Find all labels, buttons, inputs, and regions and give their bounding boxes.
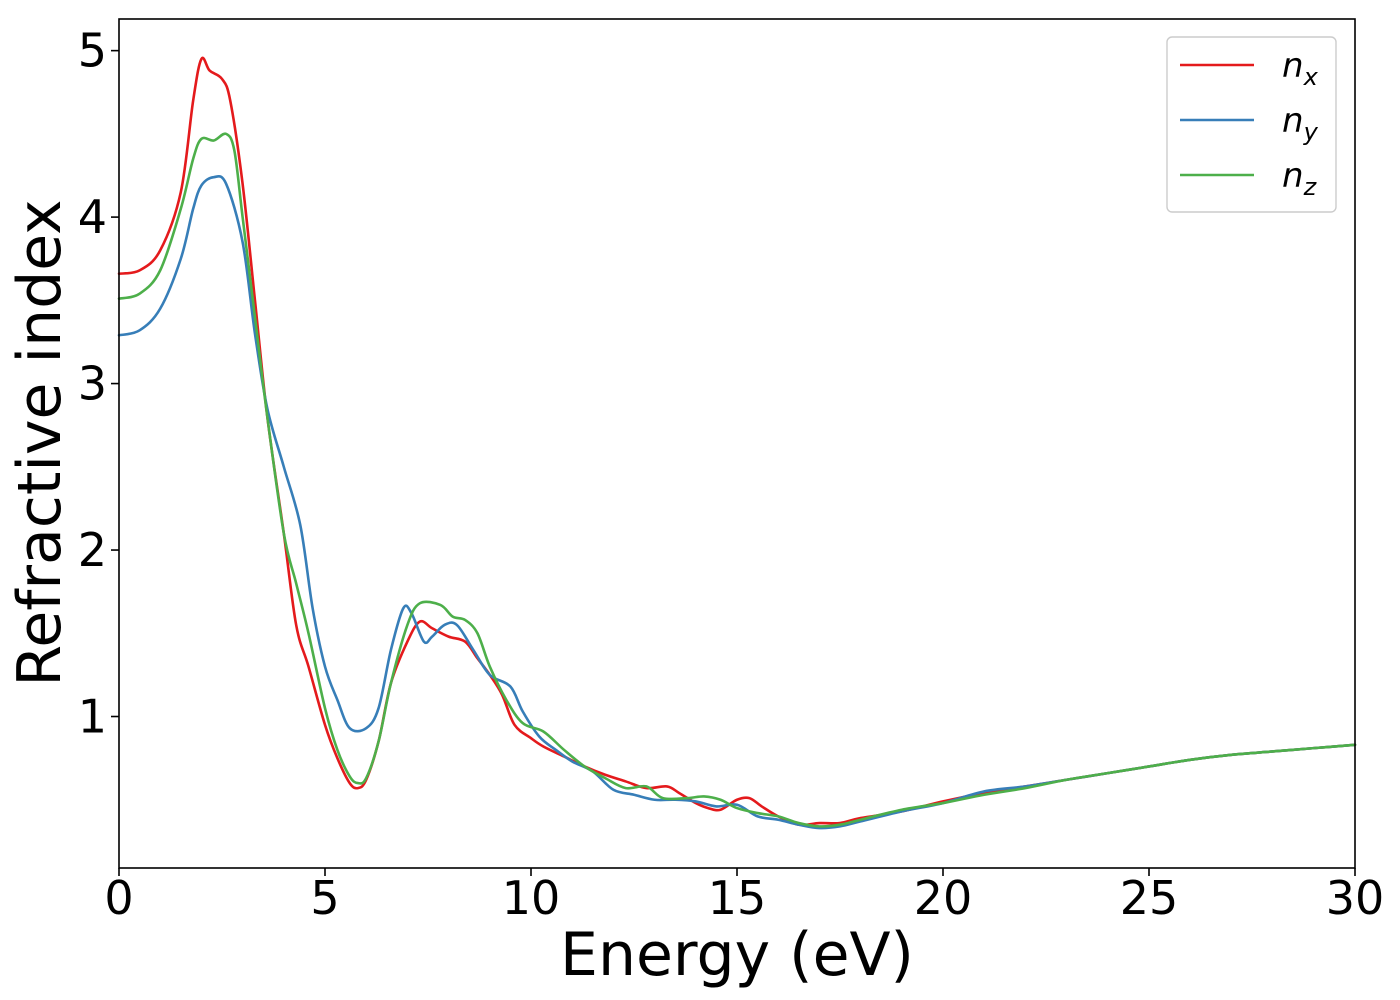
x-tick-label: 20 xyxy=(914,871,973,925)
legend-label-ny: ny xyxy=(1282,101,1319,146)
x-axis-ticks: 0 5 10 15 20 25 30 xyxy=(104,868,1384,925)
x-axis-label: Energy (eV) xyxy=(560,920,914,990)
x-tick-label: 30 xyxy=(1326,871,1385,925)
x-tick-label: 0 xyxy=(104,871,133,925)
x-tick-label: 5 xyxy=(310,871,339,925)
y-tick-label: 1 xyxy=(78,690,107,744)
y-tick-label: 4 xyxy=(78,190,107,244)
y-axis-label: Refractive index xyxy=(5,199,75,686)
y-axis-ticks: 1 2 3 4 5 xyxy=(78,24,119,744)
series-line-nz xyxy=(117,132,1357,828)
legend-box xyxy=(1166,36,1337,213)
y-tick-label: 3 xyxy=(78,357,107,411)
y-tick-label: 5 xyxy=(78,24,107,78)
legend-label-nx: nx xyxy=(1282,46,1319,91)
x-tick-label: 25 xyxy=(1120,871,1179,925)
y-tick-label: 2 xyxy=(78,523,107,577)
x-tick-label: 15 xyxy=(708,871,767,925)
x-tick-label: 10 xyxy=(502,871,561,925)
series-layer xyxy=(117,56,1357,830)
